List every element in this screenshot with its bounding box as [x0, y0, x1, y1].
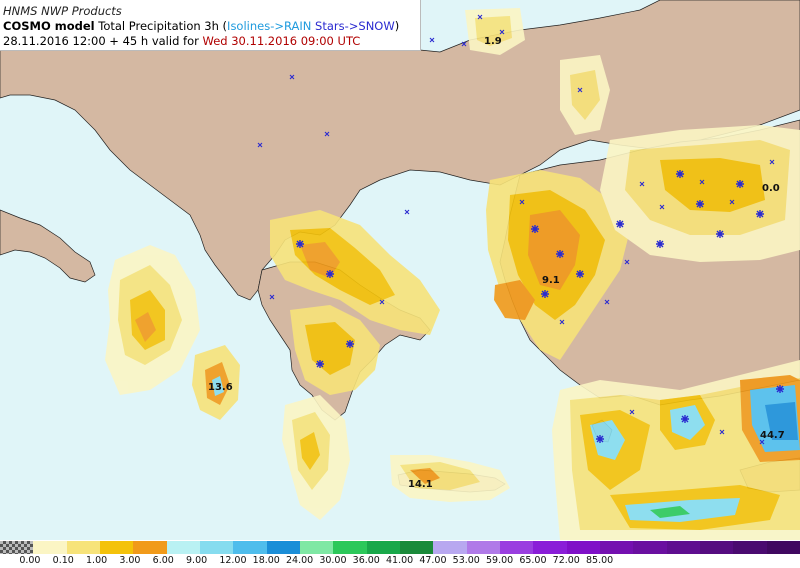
legend-label: 65.00 — [519, 555, 547, 566]
precipitation-map: 1.9 0.0 13.6 9.1 14.1 44.7 — [0, 0, 800, 540]
legend-swatch — [500, 541, 534, 554]
legend-label: 72.00 — [552, 555, 580, 566]
legend-swatch — [333, 541, 368, 554]
run-info: 28.11.2016 12:00 + 45 h valid for Wed 30… — [3, 34, 360, 48]
legend-swatch — [266, 541, 301, 554]
product-name: Total Precipitation 3h ( — [94, 19, 228, 33]
legend-swatch — [733, 541, 768, 554]
max-label-turkey: 0.0 — [762, 183, 780, 194]
legend-label: 1.00 — [86, 555, 108, 566]
title-close: ) — [394, 19, 400, 33]
stars-snow-note: Stars->SNOW — [315, 19, 395, 33]
legend-label: 0.10 — [52, 555, 74, 566]
legend-label: 47.00 — [419, 555, 447, 566]
run-time: 28.11.2016 12:00 + 45 h valid for — [3, 34, 203, 48]
legend-label: 0.00 — [19, 555, 41, 566]
legend-swatch — [100, 541, 134, 554]
snow-stars — [296, 170, 784, 443]
model-name: COSMO model — [3, 19, 95, 33]
max-label-cyprus-east: 44.7 — [760, 430, 785, 441]
legend-label: 30.00 — [319, 555, 347, 566]
legend-swatch — [200, 541, 234, 554]
max-labels: 1.9 0.0 13.6 9.1 14.1 44.7 — [208, 36, 785, 490]
legend-swatch — [433, 541, 468, 554]
legend-swatch — [466, 541, 501, 554]
legend-swatch — [166, 541, 201, 554]
product-title: COSMO model Total Precipitation 3h (Isol… — [3, 19, 399, 33]
precip-shading — [105, 8, 800, 540]
legend-label: 24.00 — [286, 555, 314, 566]
map-header: HNMS NWP Products COSMO model Total Prec… — [0, 0, 421, 51]
legend-swatch — [700, 541, 734, 554]
land-italy — [0, 209, 96, 283]
max-label-aegean: 9.1 — [542, 275, 560, 286]
legend-label: 59.00 — [486, 555, 514, 566]
legend-label: 36.00 — [352, 555, 380, 566]
legend-swatch — [633, 541, 668, 554]
legend-label: 3.00 — [119, 555, 141, 566]
legend-swatch — [766, 541, 800, 554]
legend-swatch — [566, 541, 601, 554]
legend-swatch — [300, 541, 334, 554]
legend-swatch — [66, 541, 101, 554]
legend-swatch — [233, 541, 268, 554]
legend-label: 9.00 — [186, 555, 208, 566]
isolines-rain-note: Isolines->RAIN — [227, 19, 312, 33]
color-legend: 0.00 0.10 1.00 3.00 6.00 9.00 12.00 18.00 24.00 3… — [0, 540, 800, 568]
legend-swatch — [533, 541, 568, 554]
legend-label: 12.00 — [219, 555, 247, 566]
provider-label: HNMS NWP Products — [3, 4, 122, 18]
legend-swatch — [133, 541, 168, 554]
max-label-north: 1.9 — [484, 36, 502, 47]
snow-crosses — [257, 14, 775, 445]
legend-label: 53.00 — [452, 555, 480, 566]
valid-time: Wed 30.11.2016 09:00 UTC — [202, 34, 361, 48]
max-label-crete: 14.1 — [408, 479, 433, 490]
legend-swatch — [0, 541, 34, 554]
legend-swatch — [33, 541, 68, 554]
legend-label: 6.00 — [152, 555, 174, 566]
legend-label: 18.00 — [252, 555, 280, 566]
legend-label: 41.00 — [386, 555, 414, 566]
legend-swatch — [600, 541, 634, 554]
max-label-ionian: 13.6 — [208, 382, 233, 393]
legend-swatch — [366, 541, 401, 554]
legend-label: 85.00 — [586, 555, 614, 566]
legend-swatch — [400, 541, 434, 554]
legend-swatch — [666, 541, 701, 554]
